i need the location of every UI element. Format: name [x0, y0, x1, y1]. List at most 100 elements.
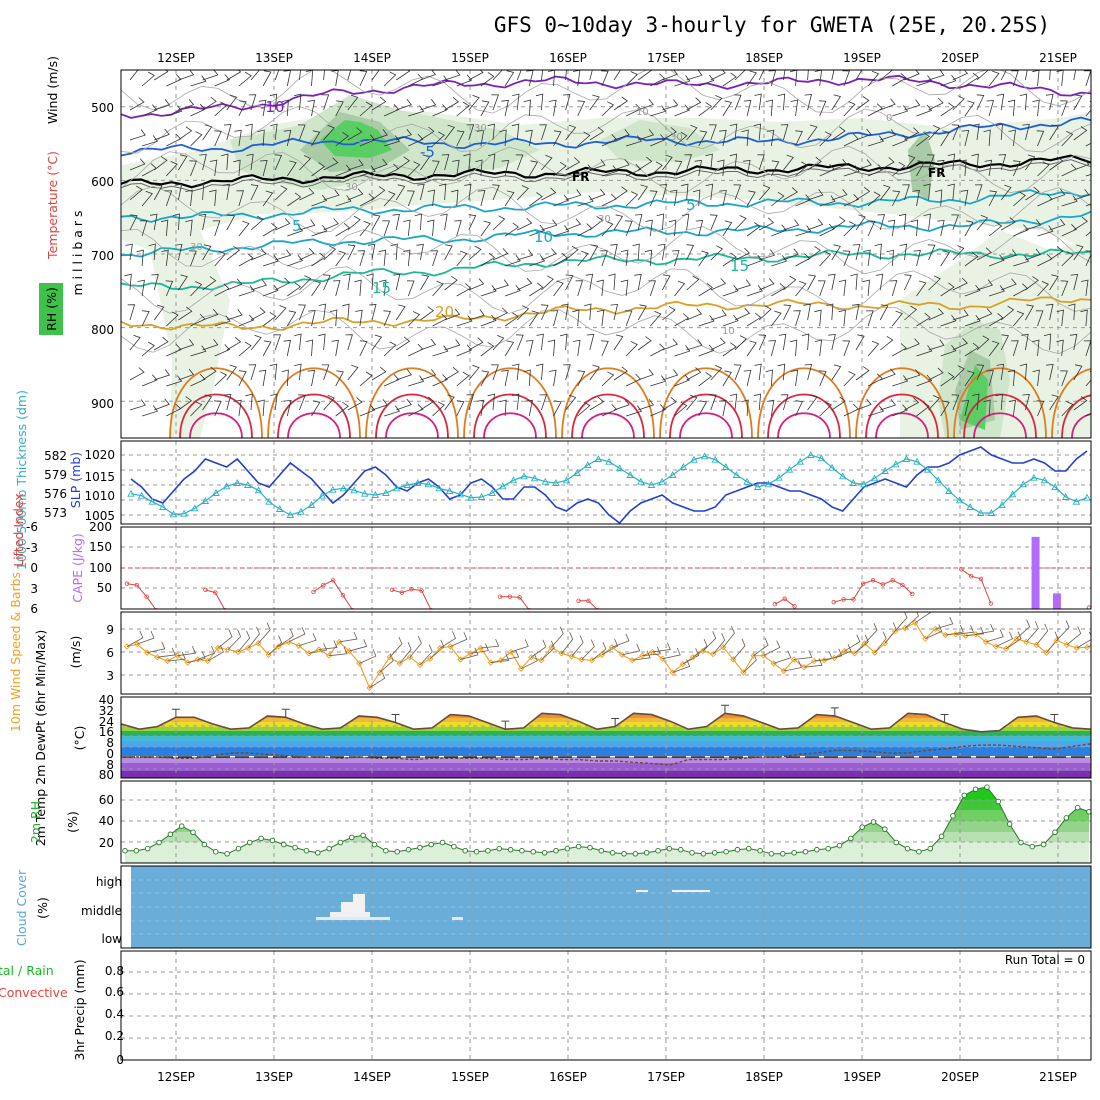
wind-barb: [283, 339, 292, 357]
rh2m-point: [848, 835, 854, 842]
wind-barb: [383, 405, 401, 417]
wind-barb: [198, 213, 207, 231]
wind-barb: [650, 404, 666, 417]
wind-barb: [258, 369, 267, 387]
date-label-top: 21SEP: [1039, 51, 1077, 65]
rh-label-30c: 30: [598, 214, 611, 225]
wind-barb: [347, 70, 352, 81]
rh2m-point: [734, 846, 741, 853]
wind-barb: [1073, 94, 1083, 111]
surface-wind-barb: [763, 640, 781, 657]
wind-barb: [141, 135, 159, 147]
wind-barb: [814, 339, 823, 357]
rh2m-point: [133, 847, 140, 854]
wind-barb: [250, 70, 260, 81]
wind-barb: [383, 135, 401, 147]
wind-barb: [275, 277, 291, 291]
pr-tick-08: 0.8: [105, 964, 124, 978]
date-label-top: 16SEP: [549, 51, 587, 65]
rh-contour-fill: [600, 120, 720, 162]
wind-barb: [553, 194, 570, 207]
wind-barb: [886, 249, 895, 267]
wind-barb: [1021, 333, 1029, 351]
wind-barb: [420, 396, 435, 411]
wind-barb: [601, 70, 609, 87]
wind-barb: [983, 399, 991, 417]
rh-contour-fill: [960, 365, 988, 430]
wind-barb: [928, 395, 941, 411]
wind-speed-point: [1063, 641, 1070, 649]
wind-barb: [149, 213, 158, 231]
wind-barb: [248, 364, 257, 381]
temperature-maxmin-bar: [611, 718, 620, 727]
wind-barb: [202, 276, 217, 291]
wind-barb: [160, 219, 169, 237]
wind-speed-point: [305, 650, 313, 657]
wind-barb: [396, 128, 412, 141]
wind-barb: [867, 103, 883, 117]
wind-barb: [395, 156, 410, 171]
pr-tick-06: 0.6: [105, 985, 124, 999]
wind-speed-point: [396, 660, 403, 667]
wind-barb: [818, 280, 826, 297]
wind-barb: [129, 367, 145, 381]
wind-barb: [976, 94, 985, 111]
wind-barb: [795, 161, 809, 177]
wind-barb: [432, 401, 445, 417]
wind-barb: [928, 308, 944, 321]
wind-speed-point: [619, 651, 626, 659]
wind-barb: [983, 129, 991, 147]
wind-barb: [804, 364, 813, 381]
wind-barb: [783, 70, 786, 81]
wind-barb: [1061, 401, 1074, 417]
wind-barb: [804, 94, 813, 111]
contour-label-fr: FR: [572, 170, 589, 184]
wind-barb: [286, 310, 297, 327]
wind-barb: [608, 273, 616, 291]
wind-barb: [572, 309, 580, 327]
wind-barb: [674, 75, 691, 87]
rh2m-point: [530, 848, 537, 855]
rh2m-point: [984, 784, 990, 790]
wind-barb: [842, 340, 851, 357]
li-tick-m6: -6: [26, 520, 38, 534]
contour-label-minus10: -10: [260, 98, 285, 116]
wind-barb: [904, 127, 920, 141]
wind-barb: [354, 279, 362, 297]
pr-tick-02: 0.2: [105, 1029, 124, 1043]
thickness-point: [1062, 493, 1070, 500]
wind-speed-point: [1073, 644, 1081, 652]
run-total: Run Total = 0: [1005, 953, 1085, 967]
millibars-label: m i l l i b a r s: [70, 210, 85, 295]
wind-barb: [174, 183, 183, 201]
wind-speed-point: [427, 655, 434, 662]
wind-barb: [480, 220, 491, 237]
wind-barb: [357, 250, 366, 267]
wind-speed-point: [972, 631, 979, 638]
surface-wind-barb: [500, 649, 520, 661]
wind-barb: [515, 154, 524, 171]
wind-barb: [940, 400, 950, 417]
wind-barb: [396, 369, 412, 381]
surface-wind-barb: [985, 629, 1004, 643]
surface-wind-barb: [450, 632, 468, 647]
wind-barb: [214, 283, 230, 297]
wind-barb: [141, 341, 155, 357]
rh-contour-line: [121, 70, 1091, 114]
wind-barb: [517, 249, 534, 261]
wind-barb: [1000, 184, 1012, 201]
rh2m-point: [371, 841, 378, 848]
rh2m-point: [723, 848, 729, 855]
slp-label: SLP (mb): [68, 452, 83, 508]
thickness-point: [212, 489, 220, 496]
wind-barb: [335, 401, 349, 417]
wind-barb: [589, 159, 606, 171]
wind-barb: [529, 282, 544, 297]
wind-barb: [1032, 369, 1040, 387]
wind-barb: [164, 190, 173, 207]
wind-barb: [136, 249, 144, 267]
wind-barb: [855, 159, 872, 171]
wind-barb: [807, 246, 821, 261]
wind-barb: [311, 130, 321, 147]
wind-barb: [371, 186, 386, 201]
